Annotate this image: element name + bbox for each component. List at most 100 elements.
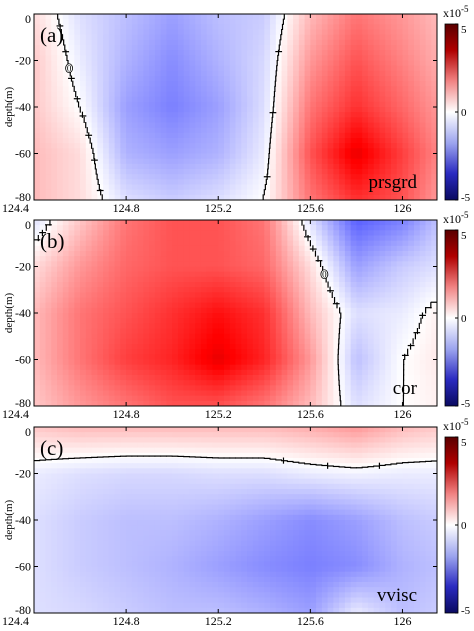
heatmap-cell: [160, 138, 168, 144]
heatmap-cell: [91, 220, 98, 226]
heatmap-cell: [379, 282, 386, 288]
heatmap-cell: [39, 307, 47, 314]
heatmap-cell: [57, 39, 64, 46]
heatmap-cell: [91, 107, 98, 113]
heatmap-cell: [131, 302, 139, 309]
heatmap-cell: [304, 29, 311, 36]
heatmap-cell: [235, 235, 242, 242]
heatmap-cell: [408, 143, 415, 149]
heatmap-cell: [39, 169, 47, 175]
heatmap-cell: [85, 282, 93, 288]
heatmap-cell: [120, 328, 127, 335]
heatmap-cell: [390, 235, 398, 242]
heatmap-cell: [327, 297, 334, 304]
heatmap-cell: [373, 138, 381, 144]
heatmap-cell: [149, 60, 156, 67]
heatmap-cell: [137, 29, 144, 36]
heatmap-cell: [137, 349, 144, 355]
heatmap-cell: [431, 101, 437, 108]
heatmap-cell: [425, 364, 432, 371]
heatmap-cell: [223, 271, 231, 278]
heatmap-cell: [74, 256, 81, 262]
heatmap-cell: [189, 81, 196, 87]
heatmap-cell: [344, 375, 352, 381]
heatmap-cell: [321, 122, 329, 129]
heatmap-cell: [103, 369, 110, 376]
heatmap-cell: [57, 245, 64, 252]
heatmap-cell: [74, 313, 81, 319]
heatmap-cell: [298, 385, 306, 392]
heatmap-cell: [195, 14, 202, 20]
heatmap-cell: [258, 349, 265, 355]
heatmap-cell: [85, 148, 93, 155]
y-axis-label: depth(m): [3, 87, 15, 128]
heatmap-cell: [195, 235, 202, 242]
heatmap-cell: [270, 375, 277, 381]
heatmap-cell: [281, 282, 288, 288]
heatmap-cell: [39, 323, 47, 330]
heatmap-cell: [120, 302, 127, 309]
heatmap-cell: [241, 70, 248, 77]
heatmap-cell: [68, 390, 75, 397]
heatmap-cell: [114, 101, 121, 108]
heatmap-cell: [270, 245, 277, 252]
heatmap-cell: [183, 138, 191, 144]
heatmap-cell: [321, 132, 329, 139]
heatmap-cell: [333, 81, 340, 87]
heatmap-cell: [293, 122, 300, 129]
heatmap-cell: [396, 86, 404, 93]
heatmap-cell: [103, 256, 110, 262]
heatmap-cell: [85, 307, 93, 314]
heatmap-cell: [333, 122, 340, 129]
heatmap-cell: [247, 143, 254, 149]
heatmap-cell: [379, 318, 386, 324]
heatmap-cell: [402, 70, 409, 77]
heatmap-cell: [327, 14, 334, 20]
heatmap-cell: [45, 163, 52, 170]
heatmap-cell: [131, 65, 139, 72]
heatmap-cell: [80, 50, 87, 56]
heatmap-cell: [108, 344, 116, 350]
heatmap-cell: [350, 127, 357, 134]
heatmap-cell: [316, 60, 323, 67]
heatmap-cell: [287, 122, 294, 129]
heatmap-cell: [103, 220, 110, 226]
heatmap-cell: [166, 127, 173, 134]
heatmap-cell: [223, 70, 231, 77]
heatmap-cell: [195, 344, 202, 350]
heatmap-cell: [80, 344, 87, 350]
heatmap-cell: [74, 359, 81, 366]
heatmap-cell: [270, 153, 277, 160]
heatmap-cell: [402, 333, 409, 340]
heatmap-cell: [114, 163, 121, 170]
heatmap-cell: [143, 297, 150, 304]
heatmap-cell: [293, 369, 300, 376]
heatmap-cell: [183, 307, 191, 314]
heatmap-cell: [310, 65, 317, 72]
heatmap-cell: [344, 163, 352, 170]
heatmap-cell: [293, 220, 300, 226]
heatmap-cell: [57, 292, 64, 299]
heatmap-cell: [143, 240, 150, 247]
heatmap-cell: [396, 184, 404, 191]
heatmap-cell: [120, 235, 127, 242]
heatmap-cell: [183, 19, 191, 25]
heatmap-cell: [304, 14, 311, 20]
heatmap-cell: [258, 174, 265, 180]
heatmap-cell: [62, 91, 70, 98]
heatmap-cell: [137, 385, 144, 392]
heatmap-cell: [80, 287, 87, 293]
heatmap-cell: [200, 385, 208, 392]
heatmap-cell: [275, 112, 283, 118]
heatmap-cell: [385, 338, 392, 345]
heatmap-cell: [293, 251, 300, 257]
heatmap-cell: [80, 91, 87, 98]
heatmap-cell: [154, 333, 162, 340]
heatmap-cell: [229, 50, 237, 56]
heatmap-cell: [413, 29, 421, 36]
heatmap-cell: [62, 194, 70, 200]
heatmap-cell: [108, 287, 116, 293]
heatmap-cell: [298, 179, 306, 186]
heatmap-cell: [137, 96, 144, 103]
heatmap-cell: [281, 50, 288, 56]
